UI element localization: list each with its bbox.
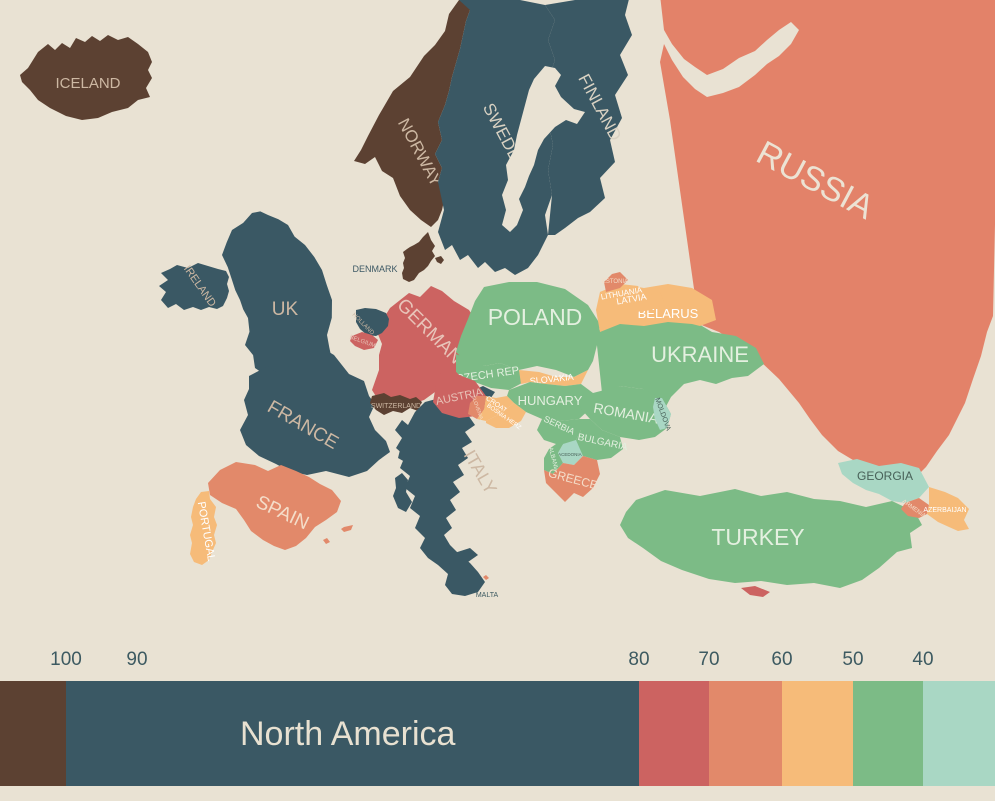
svg-text:TURKEY: TURKEY xyxy=(711,524,804,550)
svg-text:DENMARK: DENMARK xyxy=(352,264,397,274)
svg-text:North America: North America xyxy=(240,715,455,753)
svg-text:60: 60 xyxy=(771,649,792,670)
svg-text:GEORGIA: GEORGIA xyxy=(857,469,913,483)
svg-text:MALTA: MALTA xyxy=(476,592,499,599)
svg-text:50: 50 xyxy=(842,649,863,670)
svg-text:SWITZERLAND: SWITZERLAND xyxy=(371,403,421,410)
svg-text:70: 70 xyxy=(698,649,719,670)
svg-text:100: 100 xyxy=(50,649,82,670)
svg-text:HUNGARY: HUNGARY xyxy=(518,393,583,408)
svg-text:ESTONIA: ESTONIA xyxy=(602,279,628,285)
svg-text:POLAND: POLAND xyxy=(488,304,583,330)
svg-text:AZERBAIJAN: AZERBAIJAN xyxy=(923,507,966,514)
svg-text:ICELAND: ICELAND xyxy=(55,75,120,92)
svg-text:80: 80 xyxy=(628,649,649,670)
svg-text:40: 40 xyxy=(912,649,933,670)
svg-text:UKRAINE: UKRAINE xyxy=(651,342,749,367)
svg-text:90: 90 xyxy=(126,649,147,670)
svg-text:UK: UK xyxy=(272,299,299,320)
